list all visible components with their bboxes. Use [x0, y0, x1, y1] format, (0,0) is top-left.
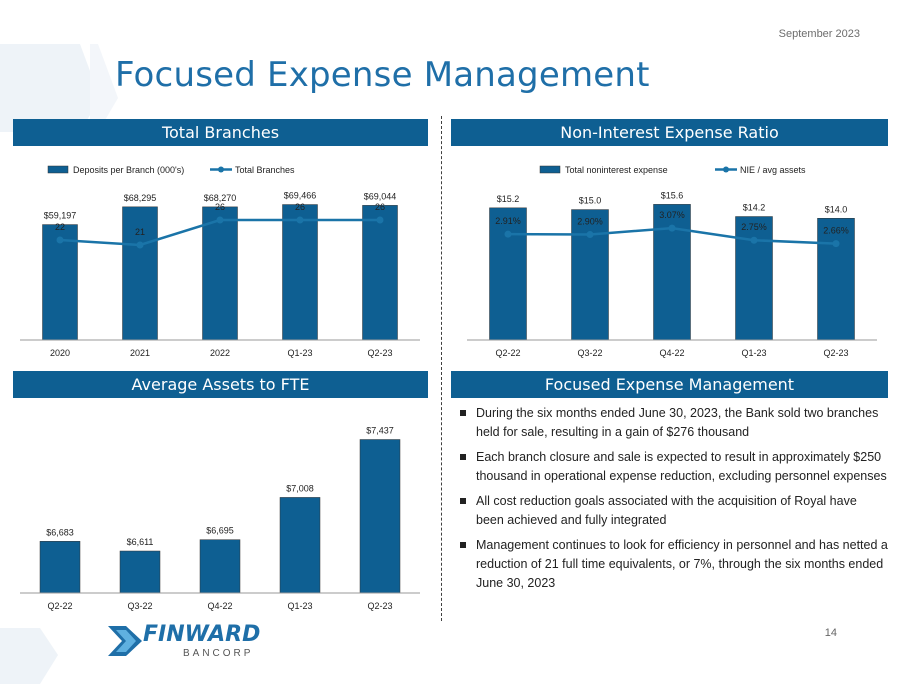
legend-swatch-bar [539, 165, 561, 174]
x-tick-label: 2021 [130, 348, 150, 358]
legend-swatch-marker [723, 166, 729, 173]
column-divider [441, 116, 442, 621]
x-tick-label: 2022 [210, 348, 230, 358]
bar [279, 497, 321, 594]
x-tick-label: Q2-23 [367, 601, 392, 611]
bar [359, 439, 401, 594]
bar-value-label: $68,270 [204, 193, 237, 203]
bullet-item: All cost reduction goals associated with… [458, 492, 888, 530]
bar [282, 204, 318, 341]
bar [199, 539, 241, 594]
line-marker [668, 224, 676, 232]
bar [362, 205, 398, 341]
line-marker [750, 236, 758, 244]
bar [42, 224, 78, 341]
bar [735, 216, 773, 341]
logo-arrow-icon [108, 626, 142, 656]
nie-chart: Total noninterest expense NIE / avg asset… [467, 165, 877, 358]
panel-header-branches: Total Branches [13, 119, 428, 146]
panel-header-assets: Average Assets to FTE [13, 371, 428, 398]
assets-fte-chart: $6,683 $6,611 $6,695 $7,008 $7,437 Q2-22 Q3-22… [20, 426, 420, 611]
x-tick-label: Q3-22 [577, 348, 602, 358]
line-marker [376, 216, 384, 224]
page-title: Focused Expense Management [115, 55, 650, 95]
line-value-label: 2.91% [495, 216, 521, 226]
bar [489, 207, 527, 341]
branches-chart: Deposits per Branch (000's) Total Branche… [20, 165, 420, 358]
bar [817, 218, 855, 341]
bar [571, 209, 609, 341]
line-value-label: 26 [215, 202, 225, 212]
bullet-item: During the six months ended June 30, 202… [458, 404, 888, 442]
panel-header-focus: Focused Expense Management [451, 371, 888, 398]
x-tick-label: Q3-22 [127, 601, 152, 611]
panel-header-nie: Non-Interest Expense Ratio [451, 119, 888, 146]
legend-label: NIE / avg assets [740, 165, 806, 175]
bar-value-label: $14.2 [743, 203, 766, 213]
legend-label: Deposits per Branch (000's) [73, 165, 184, 175]
logo-wordmark: FINWARD [143, 622, 261, 647]
x-tick-label: Q1-23 [287, 601, 312, 611]
bullet-item: Each branch closure and sale is expected… [458, 448, 888, 486]
bar-value-label: $14.0 [825, 204, 848, 214]
x-tick-label: Q2-22 [47, 601, 72, 611]
line-marker [136, 241, 144, 249]
x-tick-label: 2020 [50, 348, 70, 358]
line-marker [216, 216, 224, 224]
bar-value-label: $69,466 [284, 191, 317, 201]
x-tick-label: Q1-23 [741, 348, 766, 358]
line-marker [586, 231, 594, 239]
line-value-label: 21 [135, 227, 145, 237]
line-value-label: 26 [375, 202, 385, 212]
x-tick-label: Q4-22 [659, 348, 684, 358]
bar [119, 550, 161, 594]
line-marker [296, 216, 304, 224]
x-tick-label: Q1-23 [287, 348, 312, 358]
logo-subtitle: BANCORP [183, 648, 254, 659]
line-value-label: 26 [295, 202, 305, 212]
bar-value-label: $6,695 [206, 526, 234, 536]
bar-value-label: $7,437 [366, 426, 394, 436]
line-value-label: 22 [55, 222, 65, 232]
bar-value-label: $6,611 [127, 537, 154, 547]
line-marker [832, 240, 840, 248]
line-marker [56, 236, 64, 244]
line-value-label: 3.07% [659, 210, 685, 220]
focus-bullet-list: During the six months ended June 30, 202… [458, 404, 888, 599]
bar-value-label: $6,683 [46, 527, 74, 537]
legend-label: Total noninterest expense [565, 165, 668, 175]
line-value-label: 2.90% [577, 217, 603, 227]
legend-swatch-bar [47, 165, 69, 174]
bar-value-label: $7,008 [286, 483, 314, 493]
x-tick-label: Q2-23 [367, 348, 392, 358]
legend-label: Total Branches [235, 165, 295, 175]
x-tick-label: Q4-22 [207, 601, 232, 611]
bar-value-label: $68,295 [124, 193, 157, 203]
bar [39, 541, 81, 594]
line-marker [504, 230, 512, 238]
bar-value-label: $69,044 [364, 191, 397, 201]
line-value-label: 2.66% [823, 226, 849, 236]
page-number: 14 [824, 627, 837, 639]
bar [202, 206, 238, 341]
bar-value-label: $59,197 [44, 211, 77, 221]
bar-value-label: $15.6 [661, 190, 684, 200]
bullet-item: Management continues to look for efficie… [458, 536, 888, 593]
line-value-label: 2.75% [741, 222, 767, 232]
x-tick-label: Q2-22 [495, 348, 520, 358]
bar-value-label: $15.0 [579, 196, 602, 206]
report-date: September 2023 [778, 28, 860, 40]
x-tick-label: Q2-23 [823, 348, 848, 358]
bar-value-label: $15.2 [497, 194, 520, 204]
legend-swatch-marker [218, 166, 224, 173]
